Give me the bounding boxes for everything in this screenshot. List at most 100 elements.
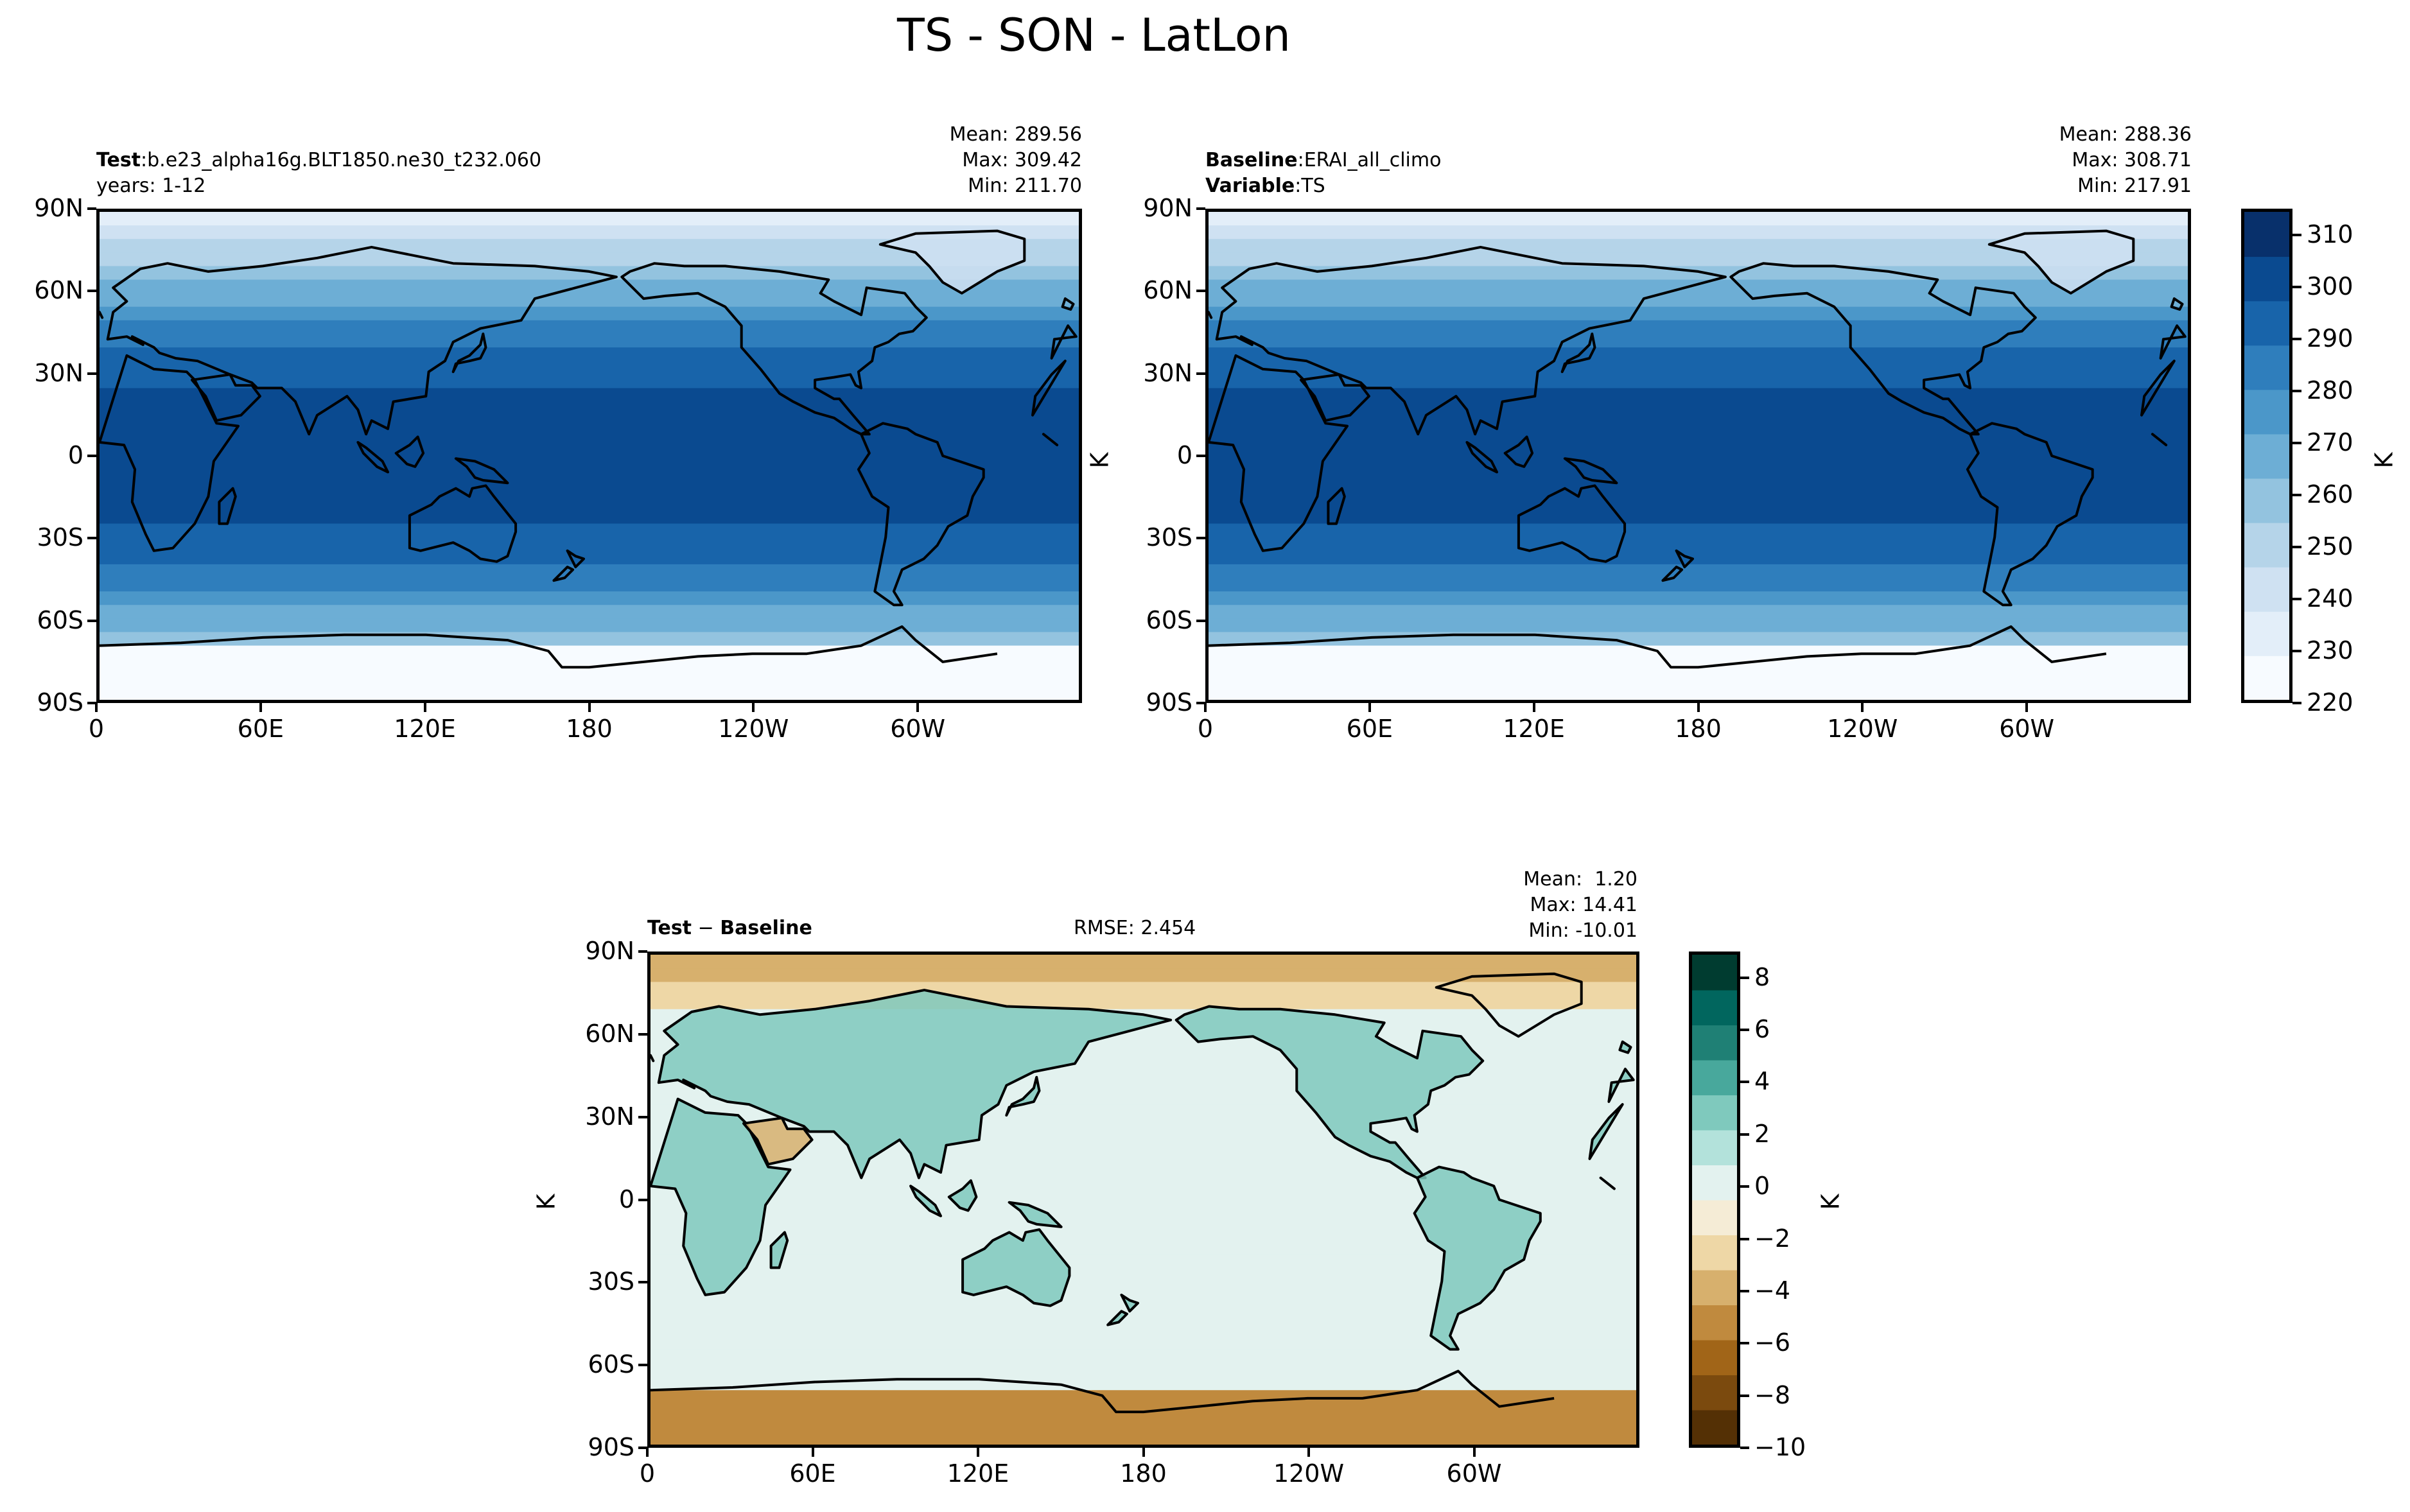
diff-lon-tick-mark [1307,1448,1310,1457]
diff-lat-tick-label: 60N [585,1019,634,1048]
baseline-lon-tick-label: 120E [1503,715,1565,743]
test-label-bold: Test [96,149,141,171]
diff-map-coastline-uk [651,1054,655,1063]
test-map-svg [100,212,1079,700]
baseline-lat-tick-label: 0 [1176,441,1192,469]
baseline-label-value: ERAI_all_climo [1304,149,1442,171]
diff-lat-tick-label: 30S [588,1267,634,1296]
test-lat-tick-mark [87,619,96,622]
baseline-map-coastline-nz2 [1661,566,1684,582]
diff-map-coastline-sumatra [909,1185,942,1217]
abs-colorbar-swatch [2244,300,2289,346]
diff-map-coastline-madagascar [769,1231,789,1269]
diff-colorbar-tick-label: 8 [1754,962,1770,991]
baseline-map-coastline-sumatra [1465,440,1498,474]
baseline-map-coastline-africa [2140,360,2176,417]
diff-label-op: − [692,917,720,939]
diff-colorbar-swatch [1692,1305,1737,1341]
abs-colorbar-tick-mark [2292,285,2301,288]
diff-colorbar-swatch [1692,1375,1737,1411]
baseline-map-coastline-southamerica [1966,422,2094,607]
test-lat-tick-label: 0 [67,441,83,469]
diff-map-coastline-eurasia [1607,1068,1635,1103]
diff-colorbar-tick-mark [1740,1029,1749,1032]
diff-map-coastline-africa [1599,1176,1616,1190]
baseline-lon-tick-label: 120W [1827,715,1898,743]
baseline-label: Baseline:ERAI_all_climo [1205,148,1441,173]
baseline-map-band [1209,496,2188,511]
test-lat-tick-label: 30N [34,358,83,387]
diff-colorbar-swatch [1692,1095,1737,1131]
baseline-lon-tick-mark [1532,703,1535,712]
baseline-lon-tick-mark [1204,703,1207,712]
test-map-band [100,456,1079,471]
test-map-band [100,618,1079,633]
baseline-variable-bold: Variable [1205,175,1295,197]
test-map-band [100,252,1079,267]
test-map-band [100,279,1079,294]
diff-map-land-eurasia [1609,1069,1634,1102]
baseline-lat-tick-mark [1196,702,1205,704]
test-stats-min: Min: 211.70 [968,175,1082,197]
diff-colorbar-swatch [1692,1409,1737,1445]
test-lat-tick-label: 60N [34,276,83,305]
test-lat-tick-label: 60S [37,605,83,634]
diff-colorbar-tick-label: −8 [1754,1380,1791,1409]
baseline-lon-tick-label: 0 [1197,715,1214,743]
test-lat-tick-label: 90N [34,194,83,222]
test-map-band [100,334,1079,349]
test-map-coastline-antarctica [100,625,998,669]
diff-map-coastline-nz2 [1106,1310,1128,1326]
diff-stats-max: Max: 14.41 [1530,894,1637,916]
test-lon-tick-label: 180 [566,715,613,743]
diff-colorbar-tick-mark [1740,976,1749,979]
baseline-map-land-greenland [1989,230,2134,293]
abs-colorbar-tick-label: 260 [2307,480,2353,508]
test-lon-tick-label: 0 [88,715,105,743]
test-map-coastline-uk [1061,297,1075,311]
diff-map-band [651,1430,1636,1445]
abs-colorbar-tick-mark [2292,389,2301,392]
baseline-lat-tick-mark [1196,290,1205,293]
baseline-lon-tick-label: 60E [1346,715,1393,743]
test-years: years: 1-12 [96,175,206,197]
baseline-map-band [1209,672,2188,687]
baseline-map-band [1209,510,2188,525]
diff-lat-tick-label: 30N [585,1102,634,1131]
diff-lat-tick-mark [638,1115,647,1118]
diff-colorbar-tick-mark [1740,1237,1749,1240]
baseline-map-band [1209,293,2188,308]
diff-colorbar-tick-label: −6 [1754,1328,1791,1357]
baseline-lon-tick-mark [2025,703,2029,712]
diff-colorbar-tick-mark [1740,1342,1749,1345]
baseline-map-band [1209,252,2188,267]
test-lon-tick-label: 60W [890,715,946,743]
baseline-map-coastline-nz1 [1675,549,1694,569]
diff-map-band [651,995,1636,1010]
baseline-lat-tick-mark [1196,372,1205,375]
diff-map-band [651,1267,1636,1282]
test-map-band [100,225,1079,240]
diff-label: Test − Baseline [647,916,812,941]
baseline-map-band [1209,550,2188,565]
diff-colorbar-label: K [1816,1194,1845,1210]
baseline-map-band [1209,388,2188,403]
test-map-coastline-eurasia [1050,324,1078,360]
diff-map-band [651,1349,1636,1364]
baseline-variable: Variable:TS [1205,173,1325,199]
diff-y-units-label: K [532,1194,561,1210]
test-map-coastline-newguinea [454,457,509,485]
test-map-coastline-australia [408,484,518,563]
diff-colorbar-tick-label: 6 [1754,1015,1770,1044]
diff-colorbar-tick-mark [1740,1185,1749,1188]
test-map-coastline-southamerica [857,422,985,607]
abs-colorbar-tick-mark [2292,441,2301,444]
diff-lat-tick-label: 60S [588,1350,634,1379]
baseline-map-band [1209,212,2188,227]
diff-lon-tick-label: 180 [1120,1459,1167,1488]
abs-colorbar-swatch [2244,389,2289,435]
diff-map-land-madagascar [771,1232,788,1268]
baseline-lat-tick-label: 30N [1143,358,1192,387]
diff-lat-tick-mark [638,1281,647,1284]
abs-colorbar-tick-label: 290 [2307,324,2353,352]
